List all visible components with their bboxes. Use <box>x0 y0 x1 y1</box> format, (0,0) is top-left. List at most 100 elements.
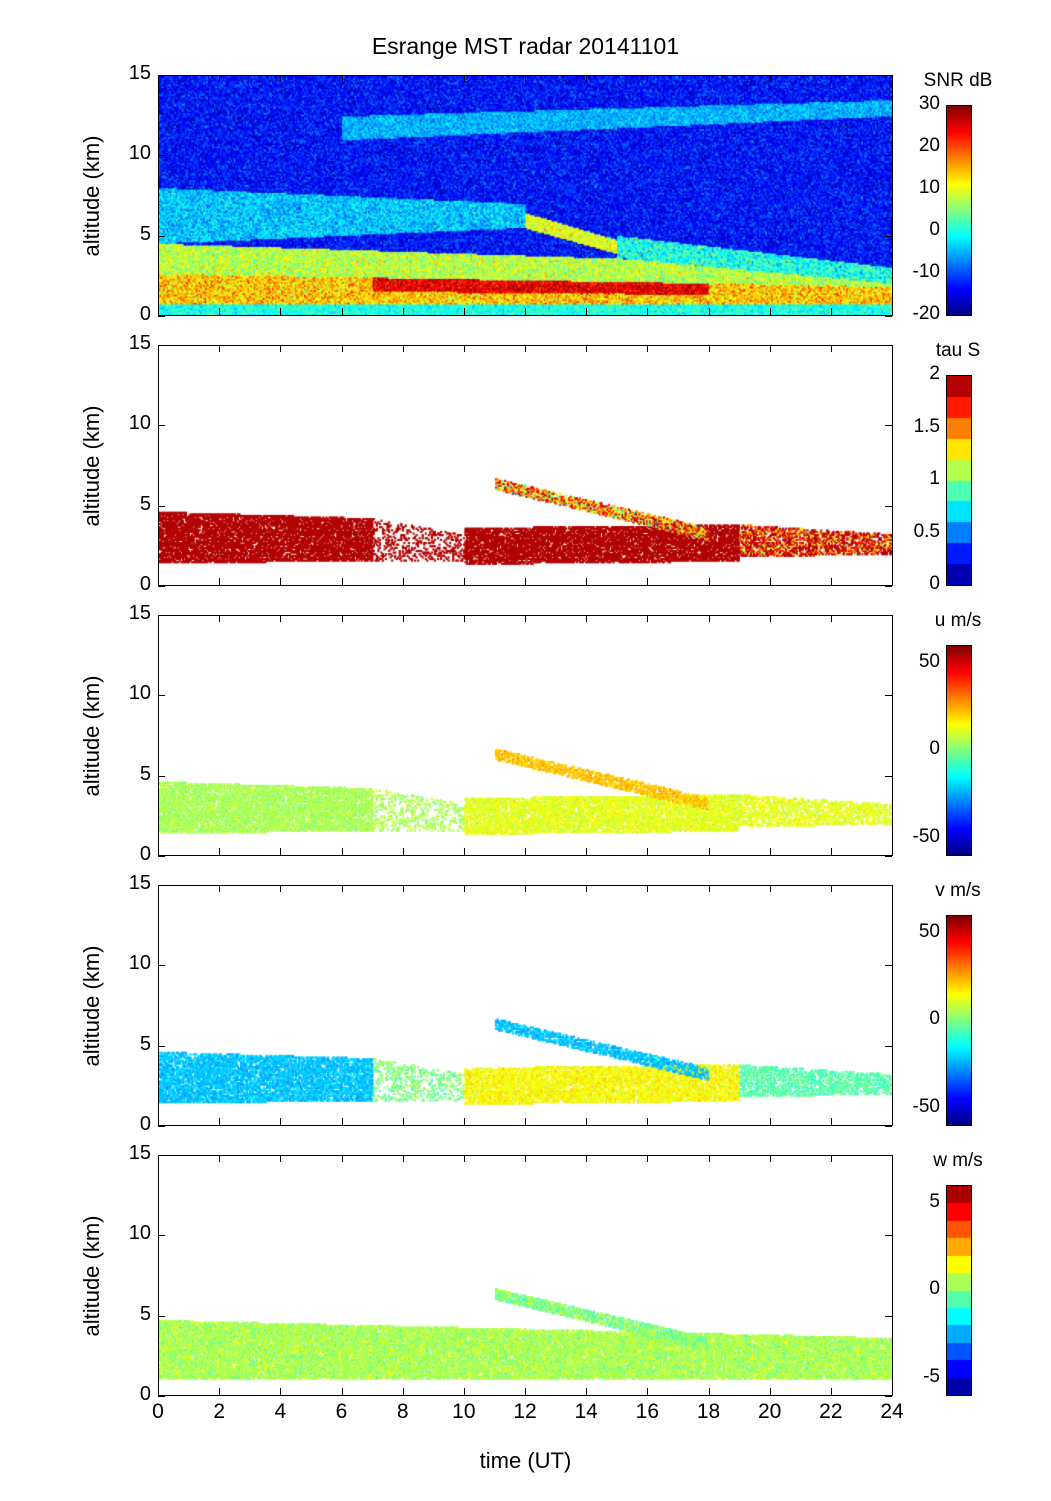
colorbar-gradient <box>947 646 971 855</box>
x-tick-top <box>219 1155 221 1162</box>
colorbar-v <box>946 915 972 1126</box>
x-tick-label: 20 <box>757 1400 782 1423</box>
colorbar-tick-label: 0 <box>929 1008 940 1029</box>
x-tick-top <box>463 885 465 892</box>
x-tick-top <box>586 345 588 352</box>
x-tick-top <box>647 615 649 622</box>
y-tick <box>158 885 165 886</box>
x-tick <box>402 1118 404 1125</box>
x-tick <box>219 848 221 855</box>
x-tick <box>647 1118 649 1125</box>
x-tick-top <box>892 345 893 352</box>
colorbar-tick-label: -50 <box>912 825 940 847</box>
x-tick-top <box>769 75 771 82</box>
colorbar-gradient <box>947 1186 971 1395</box>
y-tick-label: 0 <box>139 843 151 865</box>
x-tick-top <box>708 345 710 352</box>
x-tick <box>647 848 649 855</box>
x-tick-top <box>402 1155 404 1162</box>
x-tick <box>463 848 465 855</box>
colorbar-tick-label: -5 <box>923 1365 940 1387</box>
x-tick <box>341 308 343 315</box>
x-tick-top <box>830 345 832 352</box>
x-tick <box>341 848 343 855</box>
x-tick <box>158 578 159 585</box>
x-tick <box>280 308 282 315</box>
colorbar-tick-label: 30 <box>918 93 940 114</box>
y-tick-right <box>885 345 892 346</box>
y-tick <box>158 1155 165 1156</box>
heatmap-snr <box>159 76 892 315</box>
x-tick <box>708 1118 710 1125</box>
y-tick-label: 10 <box>128 682 151 705</box>
y-tick-right <box>885 425 892 427</box>
x-tick <box>708 848 710 855</box>
y-tick-right <box>885 695 892 697</box>
x-tick <box>341 1118 343 1125</box>
colorbar-gradient <box>947 106 971 315</box>
x-tick <box>708 1388 710 1395</box>
x-tick <box>219 1118 221 1125</box>
x-tick-top <box>769 345 771 352</box>
x-tick <box>830 1118 832 1125</box>
y-tick <box>158 235 165 237</box>
x-tick <box>402 308 404 315</box>
x-tick-top <box>402 885 404 892</box>
x-tick-top <box>158 1155 159 1162</box>
colorbar-w <box>946 1185 972 1396</box>
y-tick-label: 5 <box>139 492 151 515</box>
heatmap-v <box>159 886 892 1125</box>
x-tick-top <box>158 615 159 622</box>
x-tick-top <box>158 345 159 352</box>
x-tick-label: 2 <box>213 1400 225 1423</box>
y-tick-label: 0 <box>139 1383 151 1405</box>
y-tick <box>158 1396 165 1397</box>
y-axis-title: altitude (km) <box>79 674 104 797</box>
x-tick-top <box>830 1155 832 1162</box>
y-tick <box>158 1045 165 1047</box>
x-tick-top <box>463 1155 465 1162</box>
x-tick-top <box>525 345 526 352</box>
x-tick <box>280 578 282 585</box>
x-tick-label: 4 <box>274 1400 287 1423</box>
x-tick <box>219 1388 221 1395</box>
x-tick-top <box>280 75 282 82</box>
y-axis-title: altitude (km) <box>79 944 104 1067</box>
y-tick-label: 10 <box>128 952 151 975</box>
y-tick <box>158 316 165 317</box>
y-tick-label: 10 <box>128 1222 151 1245</box>
y-tick-right <box>885 1396 892 1397</box>
y-tick <box>158 775 165 777</box>
colorbar-snr <box>946 105 972 316</box>
colorbar-title: v m/s <box>935 880 981 901</box>
x-tick-top <box>892 615 893 622</box>
x-tick <box>463 308 465 315</box>
y-tick-label: 10 <box>128 142 151 165</box>
colorbar-title: u m/s <box>934 610 982 631</box>
colorbar-tick-label: 1.5 <box>913 415 940 437</box>
colorbar-gradient <box>947 376 971 585</box>
colorbar-tick-label: 2 <box>929 363 940 384</box>
x-tick <box>280 1388 282 1395</box>
x-tick <box>586 848 588 855</box>
x-tick-top <box>341 345 343 352</box>
colorbar-tick-label: 10 <box>918 177 940 198</box>
colorbar-tick-label: -50 <box>912 1095 940 1117</box>
x-tick-label: 6 <box>335 1400 348 1423</box>
x-tick-top <box>525 885 526 892</box>
y-tick-right <box>885 965 892 967</box>
x-tick-top <box>158 885 159 892</box>
colorbar-u <box>946 645 972 856</box>
x-tick-top <box>402 75 404 82</box>
x-tick <box>586 1388 588 1395</box>
x-tick-top <box>525 1155 526 1162</box>
y-tick-right <box>885 856 892 857</box>
y-tick-label: 10 <box>128 412 151 435</box>
y-tick <box>158 345 165 346</box>
x-tick <box>892 1388 893 1395</box>
y-tick <box>158 965 165 967</box>
x-tick-top <box>525 75 526 82</box>
axes-v <box>158 885 893 1126</box>
y-tick <box>158 75 165 76</box>
x-tick <box>219 578 221 585</box>
